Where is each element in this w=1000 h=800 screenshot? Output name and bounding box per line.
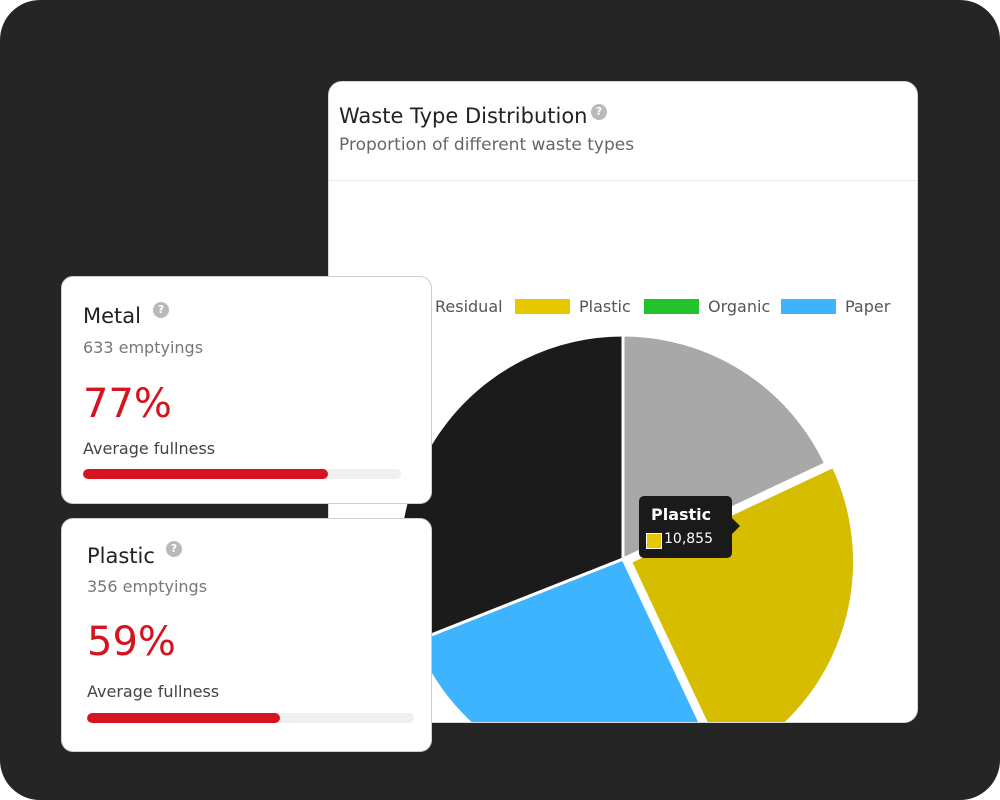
chart-card: Waste Type Distribution ? Proportion of … — [328, 81, 918, 723]
legend-swatch-plastic[interactable] — [515, 299, 570, 314]
stat-card-label: Average fullness — [87, 682, 220, 701]
help-icon[interactable]: ? — [591, 104, 607, 120]
pie-slice-paper[interactable] — [412, 557, 719, 723]
fullness-bar-fill — [87, 713, 280, 723]
help-icon[interactable]: ? — [153, 302, 169, 318]
legend-label-paper[interactable]: Paper — [845, 297, 891, 316]
tooltip-value: 10,855 — [664, 531, 713, 547]
stat-card-count: 633 emptyings — [83, 338, 204, 357]
stat-card-percent: 77% — [83, 381, 172, 427]
fullness-bar-fill — [83, 469, 328, 479]
tooltip-swatch — [646, 533, 662, 549]
help-icon[interactable]: ? — [166, 541, 182, 557]
legend-label-organic[interactable]: Organic — [708, 297, 770, 316]
chart-legend: Residual Plastic Organic Paper — [371, 297, 891, 316]
stat-card-title: Plastic — [87, 544, 155, 568]
tooltip-title: Plastic — [651, 505, 712, 524]
legend-label-residual[interactable]: Residual — [435, 297, 503, 316]
fullness-bar-track — [87, 713, 414, 723]
pie-slices — [397, 333, 857, 723]
stat-card-percent: 59% — [87, 619, 176, 665]
fullness-bar-track — [83, 469, 401, 479]
legend-label-plastic[interactable]: Plastic — [579, 297, 631, 316]
legend-swatch-organic[interactable] — [644, 299, 699, 314]
pie-slice-plastic[interactable] — [628, 464, 857, 723]
stat-card-label: Average fullness — [83, 439, 216, 458]
stat-card-title: Metal — [83, 304, 141, 328]
stat-card-count: 356 emptyings — [87, 577, 208, 596]
chart-tooltip: Plastic 10,855 — [639, 496, 740, 558]
stat-card-metal: Metal ? 633 emptyings 77% Average fullne… — [61, 276, 432, 504]
chart-title: Waste Type Distribution — [339, 104, 588, 128]
chart-header: Waste Type Distribution ? Proportion of … — [329, 82, 917, 181]
chart-subtitle: Proportion of different waste types — [339, 135, 635, 155]
legend-swatch-paper[interactable] — [781, 299, 836, 314]
stat-card-plastic: Plastic ? 356 emptyings 59% Average full… — [61, 518, 432, 752]
